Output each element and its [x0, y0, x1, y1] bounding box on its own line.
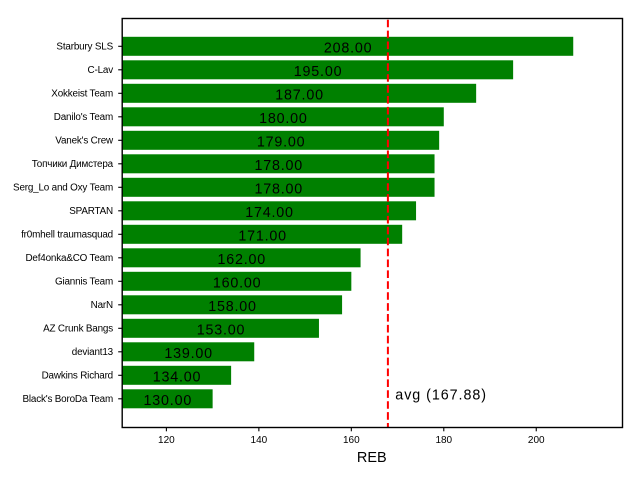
svg-text:120: 120: [158, 435, 175, 446]
svg-text:Serg_Lo and Oxy Team: Serg_Lo and Oxy Team: [13, 183, 113, 194]
svg-text:Dawkins Richard: Dawkins Richard: [42, 371, 113, 382]
svg-text:178.00: 178.00: [255, 158, 304, 174]
svg-text:Black's BoroDa Team: Black's BoroDa Team: [23, 394, 114, 405]
svg-text:158.00: 158.00: [208, 299, 257, 315]
svg-text:Топчики Димстера: Топчики Димстера: [32, 159, 114, 170]
svg-text:180: 180: [435, 435, 452, 446]
svg-text:195.00: 195.00: [294, 64, 343, 80]
svg-text:171.00: 171.00: [238, 229, 287, 245]
svg-text:140: 140: [251, 435, 268, 446]
svg-text:179.00: 179.00: [257, 135, 306, 151]
svg-text:134.00: 134.00: [153, 370, 202, 386]
svg-text:fr0mhell traumasquad: fr0mhell traumasquad: [21, 230, 113, 241]
svg-text:REB: REB: [357, 450, 387, 466]
svg-text:Starbury SLS: Starbury SLS: [56, 42, 113, 53]
svg-text:Xokkeist Team: Xokkeist Team: [51, 89, 113, 100]
svg-text:C-Lav: C-Lav: [88, 65, 114, 76]
svg-text:SPARTAN: SPARTAN: [69, 206, 113, 217]
svg-text:avg (167.88): avg (167.88): [395, 388, 487, 404]
svg-text:200: 200: [528, 435, 545, 446]
svg-text:153.00: 153.00: [197, 323, 246, 339]
svg-text:AZ Crunk Bangs: AZ Crunk Bangs: [43, 324, 113, 335]
svg-text:NarN: NarN: [91, 300, 113, 311]
svg-text:160.00: 160.00: [213, 276, 262, 292]
svg-text:Vanek's Crew: Vanek's Crew: [55, 136, 114, 147]
svg-text:Giannis Team: Giannis Team: [55, 277, 113, 288]
svg-text:139.00: 139.00: [164, 346, 213, 362]
svg-text:208.00: 208.00: [324, 41, 373, 57]
svg-text:187.00: 187.00: [275, 88, 324, 104]
svg-text:180.00: 180.00: [259, 111, 308, 127]
svg-text:174.00: 174.00: [245, 205, 294, 221]
svg-text:Def4onka&CO Team: Def4onka&CO Team: [25, 253, 113, 264]
svg-text:130.00: 130.00: [144, 393, 193, 409]
svg-text:deviant13: deviant13: [72, 347, 114, 358]
svg-text:162.00: 162.00: [218, 252, 267, 268]
svg-text:178.00: 178.00: [255, 182, 304, 198]
svg-text:160: 160: [343, 435, 360, 446]
svg-text:Danilo's Team: Danilo's Team: [54, 112, 113, 123]
